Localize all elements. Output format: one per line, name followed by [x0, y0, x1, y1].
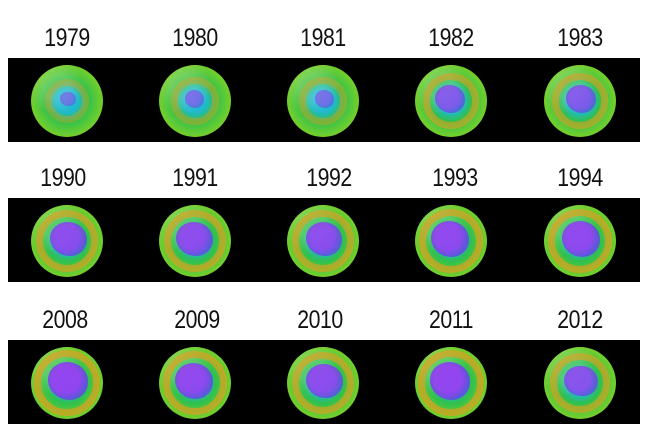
year-label: 2008	[42, 306, 88, 334]
high-ozone-ring	[44, 78, 90, 124]
year-label: 1992	[306, 164, 352, 192]
ozone-row-3: 2008 2009 2010 2011 2012	[0, 298, 650, 424]
ozone-hole	[314, 90, 334, 108]
year-label: 2012	[557, 306, 603, 334]
high-ozone-ring	[35, 209, 99, 273]
ozone-strip-row-1	[8, 58, 640, 142]
high-ozone-ring	[291, 351, 355, 415]
ozone-hole	[47, 362, 89, 400]
ozone-row-2: 1990 1991 1992 1993 1994	[0, 156, 650, 282]
ozone-globe	[415, 65, 487, 137]
high-ozone-ring	[548, 209, 612, 273]
year-label: 1983	[557, 24, 603, 52]
ozone-globe	[287, 205, 359, 277]
ozone-globe	[544, 65, 616, 137]
ozone-strip-row-2	[8, 198, 640, 282]
ozone-hole	[305, 363, 343, 398]
ozone-globe	[544, 347, 616, 419]
high-ozone-ring	[34, 350, 100, 416]
ozone-hole	[306, 222, 342, 256]
year-labels-row-1: 1979 1980 1981 1982 1983	[0, 16, 650, 56]
year-label: 2009	[174, 306, 220, 334]
high-ozone-ring	[419, 209, 483, 273]
high-ozone-ring	[292, 210, 354, 272]
ozone-globe	[31, 347, 103, 419]
ozone-hole	[435, 85, 465, 113]
high-ozone-ring	[163, 209, 227, 273]
year-label: 1990	[40, 164, 86, 192]
ozone-globe	[31, 205, 103, 277]
ozone-strip-row-3	[8, 340, 640, 424]
ozone-hole	[174, 363, 214, 399]
ozone-globe	[31, 65, 103, 137]
ozone-row-1: 1979 1980 1981 1982 1983	[0, 16, 650, 142]
high-ozone-ring	[418, 350, 484, 416]
ozone-globe	[544, 205, 616, 277]
ozone-hole	[566, 85, 596, 113]
year-label: 1991	[172, 164, 218, 192]
year-label: 1993	[432, 164, 478, 192]
ozone-globe	[159, 65, 231, 137]
ozone-globe	[159, 205, 231, 277]
year-label: 2010	[297, 306, 343, 334]
ozone-globe	[415, 347, 487, 419]
ozone-globe	[287, 347, 359, 419]
ozone-hole	[561, 221, 601, 257]
high-ozone-ring	[550, 353, 610, 413]
ozone-hole	[184, 90, 204, 108]
year-labels-row-3: 2008 2009 2010 2011 2012	[0, 298, 650, 338]
year-label: 1981	[300, 24, 346, 52]
high-ozone-ring	[551, 72, 609, 130]
year-labels-row-2: 1990 1991 1992 1993 1994	[0, 156, 650, 196]
high-ozone-ring	[299, 77, 347, 125]
year-label: 1982	[428, 24, 474, 52]
ozone-globe	[415, 205, 487, 277]
ozone-hole	[49, 221, 87, 256]
high-ozone-ring	[422, 72, 480, 130]
year-label: 1979	[44, 24, 90, 52]
ozone-globe	[159, 347, 231, 419]
year-label: 2011	[428, 306, 473, 334]
ozone-globe	[287, 65, 359, 137]
ozone-hole	[564, 365, 598, 397]
high-ozone-ring	[171, 77, 219, 125]
ozone-hole	[60, 91, 76, 107]
year-label: 1980	[172, 24, 218, 52]
year-label: 1994	[557, 164, 603, 192]
high-ozone-ring	[163, 351, 227, 415]
ozone-hole	[429, 362, 471, 400]
ozone-hole	[430, 221, 470, 257]
ozone-hole	[175, 221, 213, 256]
